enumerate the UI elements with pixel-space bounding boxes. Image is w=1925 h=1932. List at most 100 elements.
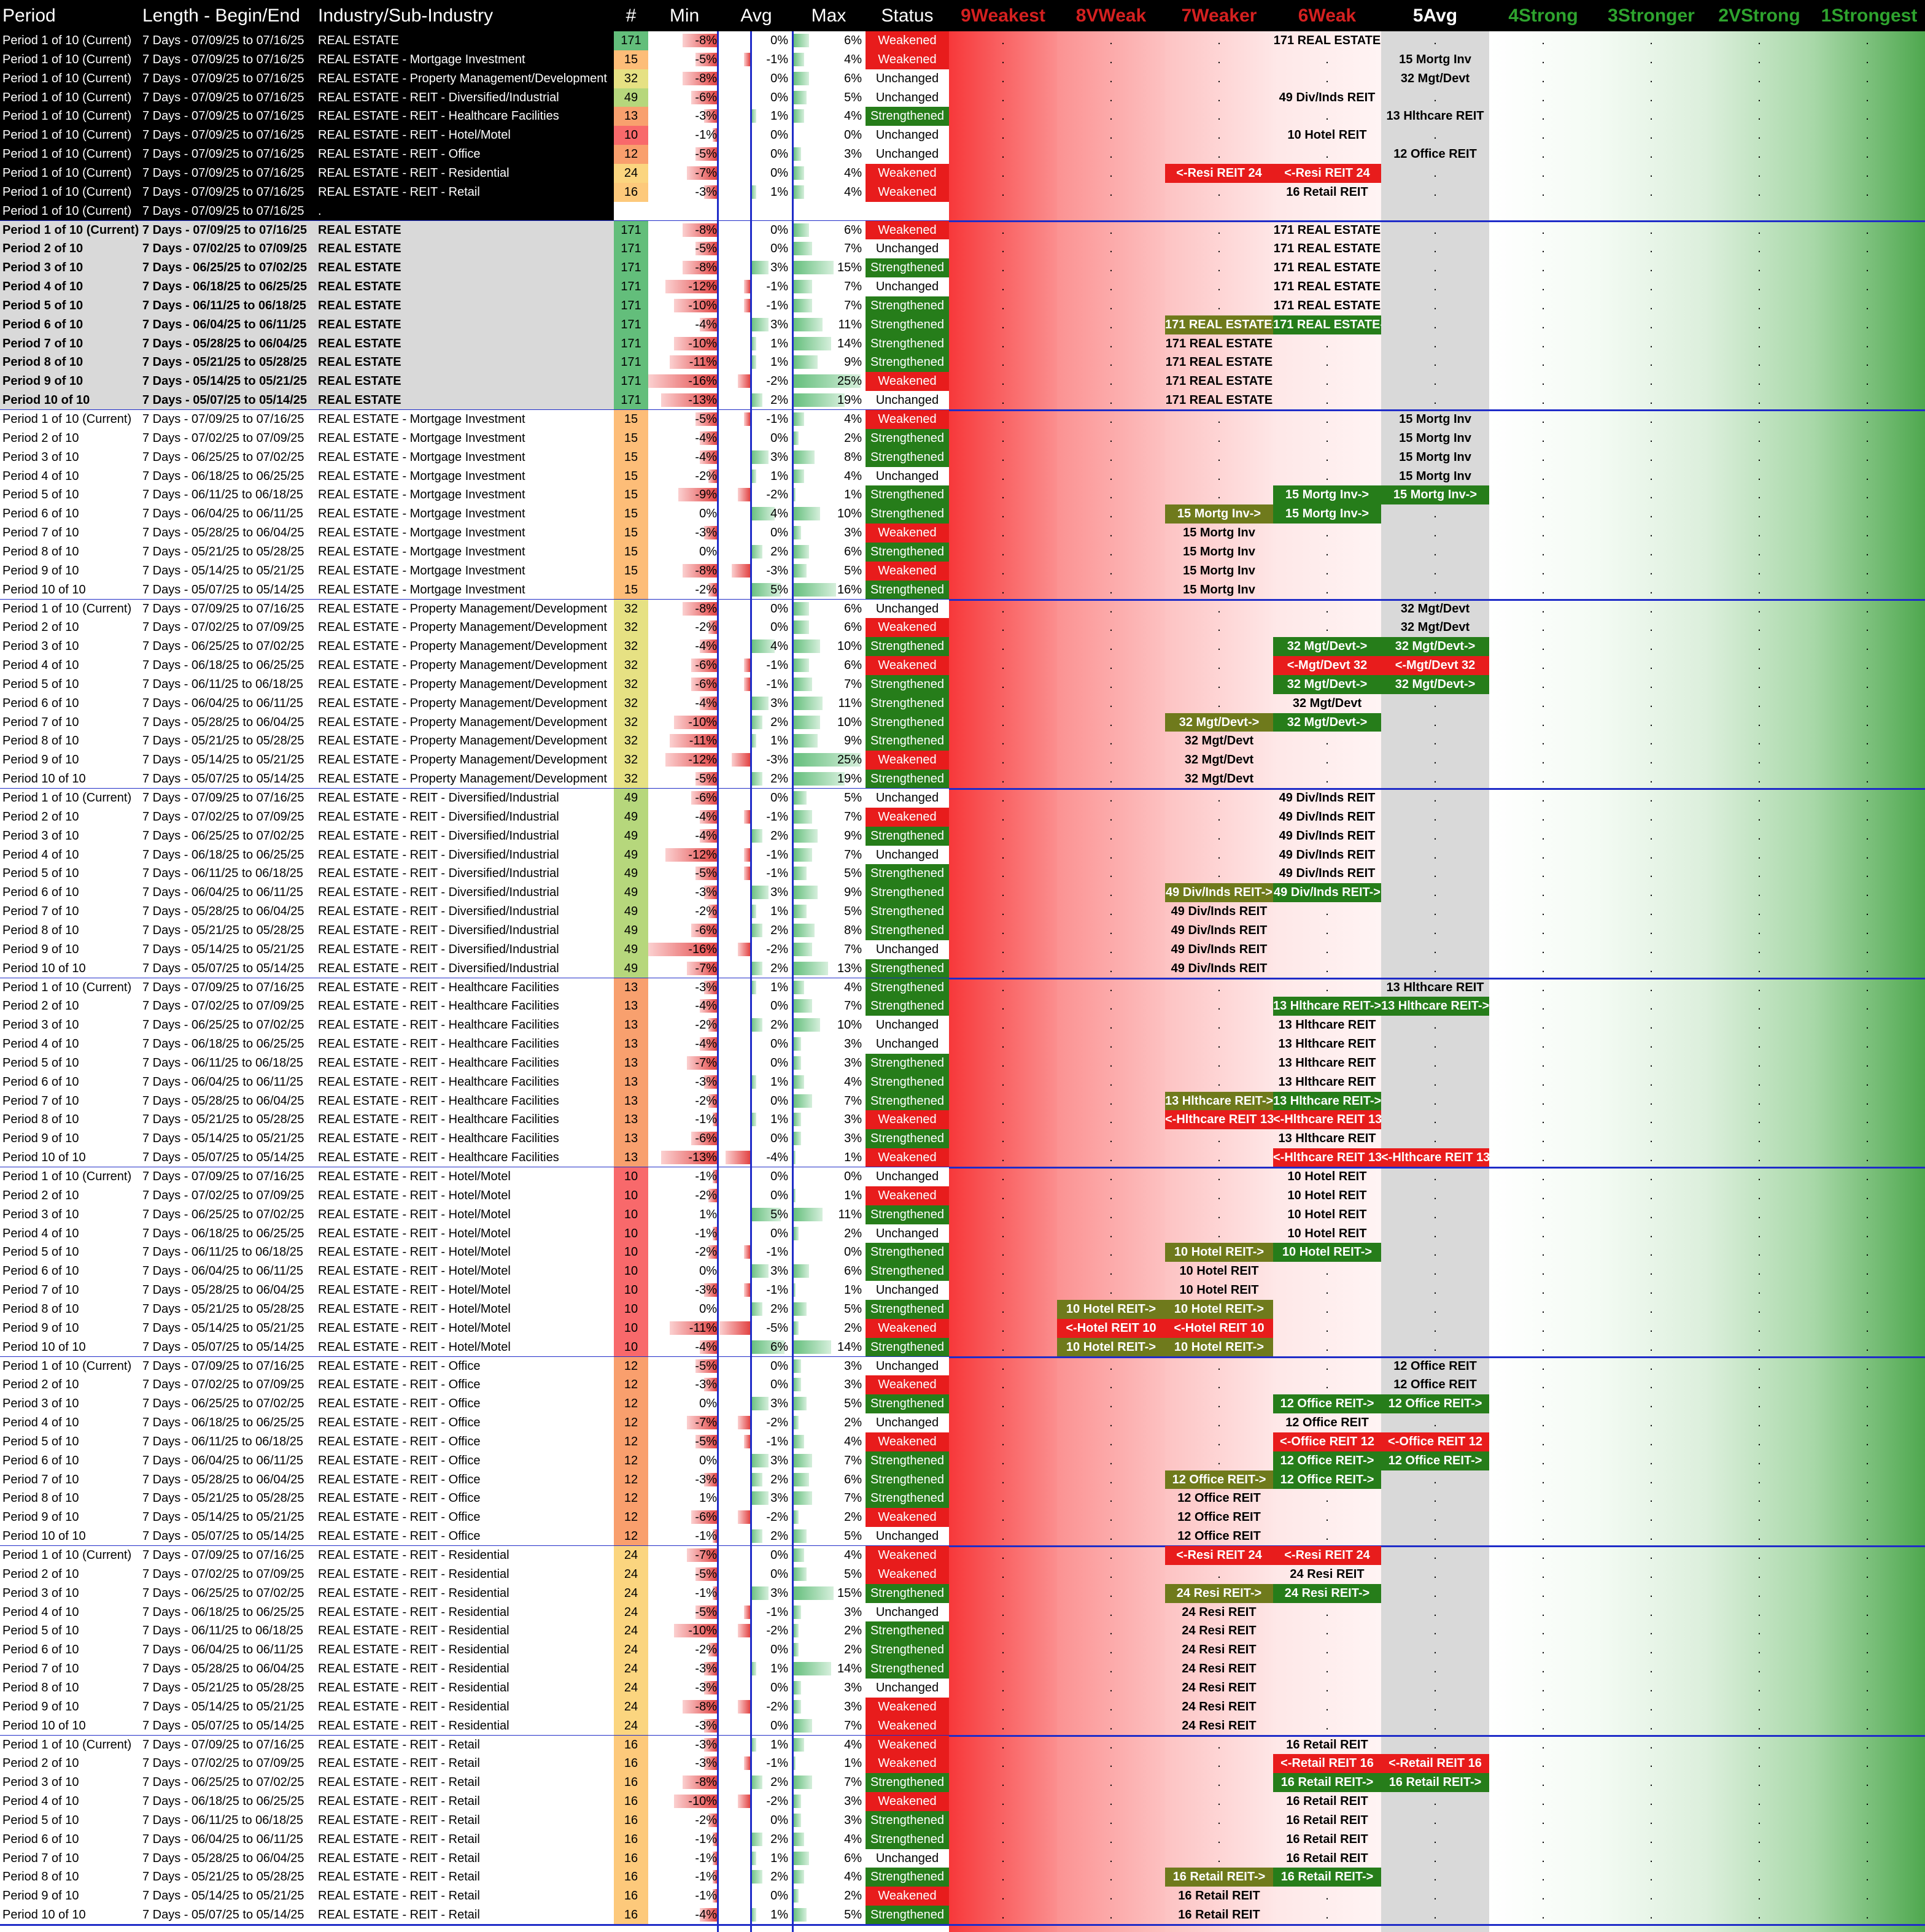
table-row[interactable]: Period 5 of 10 7 Days - 06/11/25 to 06/18… bbox=[0, 1432, 1925, 1451]
table-row[interactable]: Period 9 of 10 7 Days - 05/14/25 to 05/21… bbox=[0, 1129, 1925, 1149]
table-row[interactable]: Period 1 of 10 (Current) 7 Days - 07/09/2… bbox=[0, 107, 1925, 126]
table-row[interactable]: Period 8 of 10 7 Days - 05/21/25 to 05/28… bbox=[0, 921, 1925, 940]
table-row[interactable]: Period 5 of 10 7 Days - 06/11/25 to 06/18… bbox=[0, 1621, 1925, 1641]
table-row[interactable]: Period 2 of 10 7 Days - 07/02/25 to 07/09… bbox=[0, 239, 1925, 259]
table-row[interactable]: Period 3 of 10 7 Days - 06/25/25 to 07/02… bbox=[0, 1016, 1925, 1035]
header-period[interactable]: Period bbox=[2, 6, 56, 26]
header-count[interactable]: # bbox=[626, 6, 637, 26]
table-row[interactable]: Period 1 of 10 (Current) 7 Days - 07/09/2… bbox=[0, 126, 1925, 145]
table-row[interactable]: Period 4 of 10 7 Days - 06/18/25 to 06/25… bbox=[0, 1224, 1925, 1243]
table-row[interactable]: Period 1 of 10 (Current) 7 Days - 07/09/2… bbox=[0, 31, 1925, 50]
table-row[interactable]: Period 6 of 10 7 Days - 06/04/25 to 06/11… bbox=[0, 1830, 1925, 1849]
table-row[interactable]: Period 4 of 10 7 Days - 06/18/25 to 06/25… bbox=[0, 1035, 1925, 1054]
table-row[interactable]: Period 7 of 10 7 Days - 05/28/25 to 06/04… bbox=[0, 1091, 1925, 1111]
table-row[interactable]: Period 7 of 10 7 Days - 05/28/25 to 06/04… bbox=[0, 1470, 1925, 1490]
table-row[interactable]: Period 10 of 10 7 Days - 05/07/25 to 05/1… bbox=[0, 1337, 1925, 1357]
table-row[interactable]: Period 9 of 10 7 Days - 05/14/25 to 05/21… bbox=[0, 1318, 1925, 1338]
table-row[interactable]: Period 8 of 10 7 Days - 05/21/25 to 05/28… bbox=[0, 1489, 1925, 1509]
header-7weaker[interactable]: 7Weaker bbox=[1181, 6, 1257, 26]
table-row[interactable]: Period 5 of 10 7 Days - 06/11/25 to 06/18… bbox=[0, 296, 1925, 315]
table-row[interactable]: Period 7 of 10 7 Days - 05/28/25 to 06/04… bbox=[0, 1281, 1925, 1300]
table-row[interactable]: Period 8 of 10 7 Days - 05/21/25 to 05/28… bbox=[0, 732, 1925, 751]
table-row[interactable]: Period 6 of 10 7 Days - 06/04/25 to 06/11… bbox=[0, 1451, 1925, 1470]
table-row[interactable]: Period 1 of 10 (Current) 7 Days - 07/09/2… bbox=[0, 50, 1925, 69]
header-max[interactable]: Max bbox=[811, 6, 846, 26]
table-row[interactable]: Period 9 of 10 7 Days - 05/14/25 to 05/21… bbox=[0, 751, 1925, 770]
table-row[interactable]: Period 6 of 10 7 Days - 06/04/25 to 06/11… bbox=[0, 1640, 1925, 1660]
table-row[interactable]: Period 4 of 10 7 Days - 06/18/25 to 06/25… bbox=[0, 1792, 1925, 1811]
table-row[interactable]: Period 3 of 10 7 Days - 06/25/25 to 07/02… bbox=[0, 1205, 1925, 1224]
table-row[interactable]: Period 3 of 10 7 Days - 06/25/25 to 07/02… bbox=[0, 1394, 1925, 1414]
table-row[interactable]: Period 5 of 10 7 Days - 06/11/25 to 06/18… bbox=[0, 485, 1925, 505]
table-row[interactable]: Period 9 of 10 7 Days - 05/14/25 to 05/21… bbox=[0, 1697, 1925, 1717]
table-row[interactable]: Period 10 of 10 7 Days - 05/07/25 to 05/1… bbox=[0, 1906, 1925, 1925]
table-row[interactable]: Period 3 of 10 7 Days - 06/25/25 to 07/02… bbox=[0, 826, 1925, 846]
table-row[interactable]: Period 5 of 10 7 Days - 06/11/25 to 06/18… bbox=[0, 864, 1925, 884]
table-row[interactable]: Period 1 of 10 (Current) 7 Days - 07/09/2… bbox=[0, 88, 1925, 107]
header-1strongest[interactable]: 1Strongest bbox=[1821, 6, 1918, 26]
table-row[interactable]: Period 10 of 10 7 Days - 05/07/25 to 05/1… bbox=[0, 959, 1925, 978]
table-row[interactable]: Period 2 of 10 7 Days - 07/02/25 to 07/09… bbox=[0, 618, 1925, 638]
table-row[interactable]: Period 6 of 10 7 Days - 06/04/25 to 06/11… bbox=[0, 1262, 1925, 1281]
table-row[interactable]: Period 9 of 10 7 Days - 05/14/25 to 05/21… bbox=[0, 1887, 1925, 1906]
table-row[interactable]: Period 10 of 10 7 Days - 05/07/25 to 05/1… bbox=[0, 1527, 1925, 1546]
table-row[interactable]: Period 10 of 10 7 Days - 05/07/25 to 05/1… bbox=[0, 580, 1925, 600]
table-row[interactable]: Period 1 of 10 (Current) 7 Days - 07/09/2… bbox=[0, 1546, 1925, 1565]
table-row[interactable]: Period 3 of 10 7 Days - 06/25/25 to 07/02… bbox=[0, 447, 1925, 467]
header-avg[interactable]: Avg bbox=[740, 6, 772, 26]
table-row[interactable]: Period 8 of 10 7 Days - 05/21/25 to 05/28… bbox=[0, 1299, 1925, 1319]
table-row[interactable]: Period 2 of 10 7 Days - 07/02/25 to 07/09… bbox=[0, 1754, 1925, 1774]
header-8vweak[interactable]: 8VWeak bbox=[1075, 6, 1147, 26]
table-row[interactable]: Period 1 of 10 (Current) 7 Days - 07/09/2… bbox=[0, 145, 1925, 164]
table-row[interactable]: Period 1 of 10 (Current) 7 Days - 07/09/2… bbox=[0, 163, 1925, 183]
table-row[interactable]: Period 1 of 10 (Current) 7 Days - 07/09/2… bbox=[0, 69, 1925, 88]
table-row[interactable]: Period 2 of 10 7 Days - 07/02/25 to 07/09… bbox=[0, 1186, 1925, 1205]
table-row[interactable]: Period 1 of 10 (Current) 7 Days - 07/09/2… bbox=[0, 410, 1925, 429]
table-row[interactable]: Period 4 of 10 7 Days - 06/18/25 to 06/25… bbox=[0, 656, 1925, 675]
table-row[interactable]: Period 6 of 10 7 Days - 06/04/25 to 06/11… bbox=[0, 694, 1925, 713]
table-row[interactable]: Period 5 of 10 7 Days - 06/11/25 to 06/18… bbox=[0, 1243, 1925, 1262]
header-min[interactable]: Min bbox=[669, 6, 700, 26]
table-row[interactable]: Period 5 of 10 7 Days - 06/11/25 to 06/18… bbox=[0, 1053, 1925, 1073]
table-row[interactable]: Period 8 of 10 7 Days - 05/21/25 to 05/28… bbox=[0, 1678, 1925, 1698]
table-row[interactable]: Period 1 of 10 (Current) 7 Days - 07/09/2… bbox=[0, 599, 1925, 619]
table-row[interactable]: Period 9 of 10 7 Days - 05/14/25 to 05/21… bbox=[0, 1508, 1925, 1528]
header-5avg[interactable]: 5Avg bbox=[1412, 6, 1458, 26]
table-row[interactable]: Period 7 of 10 7 Days - 05/28/25 to 06/04… bbox=[0, 713, 1925, 732]
table-row[interactable]: Period 1 of 10 (Current) 7 Days - 07/09/2… bbox=[0, 1356, 1925, 1376]
table-row[interactable]: Period 3 of 10 7 Days - 06/25/25 to 07/02… bbox=[0, 1773, 1925, 1793]
table-row[interactable]: Period 4 of 10 7 Days - 06/18/25 to 06/25… bbox=[0, 1413, 1925, 1432]
table-row[interactable]: Period 7 of 10 7 Days - 05/28/25 to 06/04… bbox=[0, 524, 1925, 543]
table-row[interactable]: Period 3 of 10 7 Days - 06/25/25 to 07/02… bbox=[0, 258, 1925, 278]
table-row[interactable]: Period 4 of 10 7 Days - 06/18/25 to 06/25… bbox=[0, 845, 1925, 865]
table-row[interactable]: Period 9 of 10 7 Days - 05/14/25 to 05/21… bbox=[0, 372, 1925, 392]
table-row[interactable]: Period 4 of 10 7 Days - 06/18/25 to 06/25… bbox=[0, 466, 1925, 486]
table-row[interactable]: Period 6 of 10 7 Days - 06/04/25 to 06/11… bbox=[0, 504, 1925, 524]
table-row[interactable]: Period 1 of 10 (Current) 7 Days - 07/09/2… bbox=[0, 789, 1925, 808]
table-row[interactable]: Period 4 of 10 7 Days - 06/18/25 to 06/25… bbox=[0, 1602, 1925, 1622]
table-row[interactable]: Period 1 of 10 (Current) 7 Days - 07/09/2… bbox=[0, 978, 1925, 997]
table-row[interactable]: Period 1 of 10 (Current) 7 Days - 07/09/2… bbox=[0, 220, 1925, 240]
table-row[interactable]: Period 5 of 10 7 Days - 06/11/25 to 06/18… bbox=[0, 1810, 1925, 1830]
header-3stronger[interactable]: 3Stronger bbox=[1608, 6, 1695, 26]
table-row[interactable]: Period 6 of 10 7 Days - 06/04/25 to 06/11… bbox=[0, 883, 1925, 903]
header-9weakest[interactable]: 9Weakest bbox=[961, 6, 1045, 26]
table-row[interactable]: Period 7 of 10 7 Days - 05/28/25 to 06/04… bbox=[0, 1849, 1925, 1868]
table-row[interactable]: Period 10 of 10 7 Days - 05/07/25 to 05/1… bbox=[0, 770, 1925, 789]
header-2vstrong[interactable]: 2VStrong bbox=[1718, 6, 1800, 26]
table-row[interactable]: Period 7 of 10 7 Days - 05/28/25 to 06/04… bbox=[0, 334, 1925, 354]
table-row[interactable]: Period 1 of 10 (Current) 7 Days - 07/09/2… bbox=[0, 1735, 1925, 1755]
header-industry[interactable]: Industry/Sub-Industry bbox=[318, 6, 494, 26]
table-row[interactable]: Period 2 of 10 7 Days - 07/02/25 to 07/09… bbox=[0, 997, 1925, 1016]
table-row[interactable]: Period 1 of 10 (Current) 7 Days - 07/09/2… bbox=[0, 1167, 1925, 1186]
table-row[interactable]: Period 7 of 10 7 Days - 05/28/25 to 06/04… bbox=[0, 1660, 1925, 1679]
table-row[interactable]: Period 8 of 10 7 Days - 05/21/25 to 05/28… bbox=[0, 1868, 1925, 1887]
table-row[interactable]: Period 7 of 10 7 Days - 05/28/25 to 06/04… bbox=[0, 902, 1925, 921]
table-row[interactable]: Period 5 of 10 7 Days - 06/11/25 to 06/18… bbox=[0, 674, 1925, 694]
table-row[interactable]: Period 3 of 10 7 Days - 06/25/25 to 07/02… bbox=[0, 1583, 1925, 1603]
table-row[interactable]: Period 6 of 10 7 Days - 06/04/25 to 06/11… bbox=[0, 315, 1925, 334]
header-length[interactable]: Length - Begin/End bbox=[142, 6, 300, 26]
table-row[interactable]: Period 8 of 10 7 Days - 05/21/25 to 05/28… bbox=[0, 542, 1925, 562]
table-row[interactable]: Period 8 of 10 7 Days - 05/21/25 to 05/28… bbox=[0, 353, 1925, 373]
table-row[interactable]: Period 4 of 10 7 Days - 06/18/25 to 06/25… bbox=[0, 277, 1925, 296]
